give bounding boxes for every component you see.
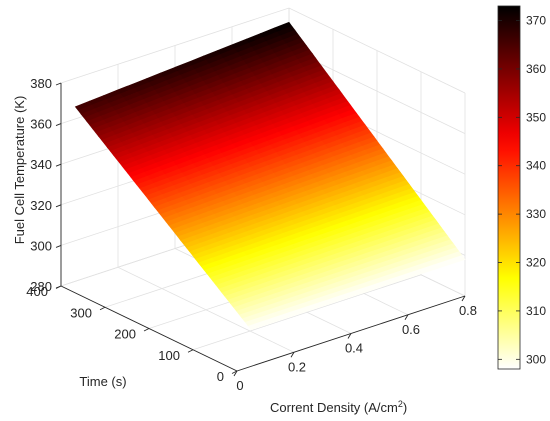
colorbar-tick-label: 360 [526, 62, 546, 76]
y-grid-line [192, 71, 422, 351]
surface-mesh [74, 21, 466, 331]
x-tick-label: 0 [236, 378, 243, 393]
x-tick-label: 0.2 [288, 359, 306, 374]
x-axis-label-close: ) [403, 400, 407, 415]
colorbar-tick-label: 310 [526, 304, 546, 318]
y-tick-mark [143, 328, 150, 332]
y-tick-mark [99, 306, 106, 311]
y-tick-label: 0 [217, 369, 224, 384]
surface-patch [447, 255, 466, 265]
y-axis-label: Time (s) [79, 374, 126, 389]
colorbar-ticks: 300 310 320 330 340 350 360 370 [498, 14, 546, 366]
z-tick-label: 300 [30, 238, 52, 253]
colorbar-tick-label: 330 [526, 207, 546, 221]
y-tick-label: 100 [158, 348, 180, 363]
y-tick-label: 300 [70, 305, 92, 320]
z-tick-label: 340 [30, 157, 52, 172]
x-tick-mark [347, 333, 352, 339]
tick-labels: 280 300 320 340 360 380 0 100 200 300 400 0 0.2 0.4 0.… [26, 76, 477, 393]
x-axis-label-main: Corrent Density (A/cm [270, 400, 398, 415]
x-tick-mark [404, 314, 409, 320]
z-axis-label: Fuel Cell Temperature (K) [12, 96, 27, 245]
z-tick-mark [55, 123, 62, 127]
z-tick-label: 360 [30, 117, 52, 132]
y-tick-mark [187, 349, 194, 353]
z-tick-mark [55, 204, 62, 208]
x-tick-mark [233, 370, 238, 377]
y-tick-label: 400 [26, 284, 48, 299]
colorbar-tick-label: 300 [526, 352, 546, 366]
colorbar-tick-label: 370 [526, 14, 546, 28]
x-tick-mark [290, 352, 295, 358]
x-axis-label: Corrent Density (A/cm2) [270, 399, 407, 415]
y-tick-label: 200 [114, 327, 136, 342]
colorbar-tick-label: 340 [526, 159, 546, 173]
z-tick-mark [55, 244, 62, 248]
x-tick-label: 0.8 [459, 303, 477, 318]
colorbar: 300 310 320 330 340 350 360 370 [497, 5, 546, 370]
colorbar-tick-label: 320 [526, 256, 546, 270]
colorbar-tick-label: 350 [526, 110, 546, 124]
x-tick-label: 0.6 [402, 322, 420, 337]
x-tick-mark [461, 295, 466, 302]
y-tick-mark [231, 370, 238, 374]
z-tick-label: 380 [30, 76, 52, 91]
z-tick-label: 280 [30, 279, 52, 294]
x-axis-label-sup: 2 [398, 399, 403, 409]
z-tick-label: 320 [30, 198, 52, 213]
z-tick-mark [55, 82, 62, 86]
y-tick-mark [55, 285, 62, 289]
colorbar-fill [497, 5, 521, 370]
z-tick-mark [55, 163, 62, 167]
x-tick-label: 0.4 [345, 341, 363, 356]
